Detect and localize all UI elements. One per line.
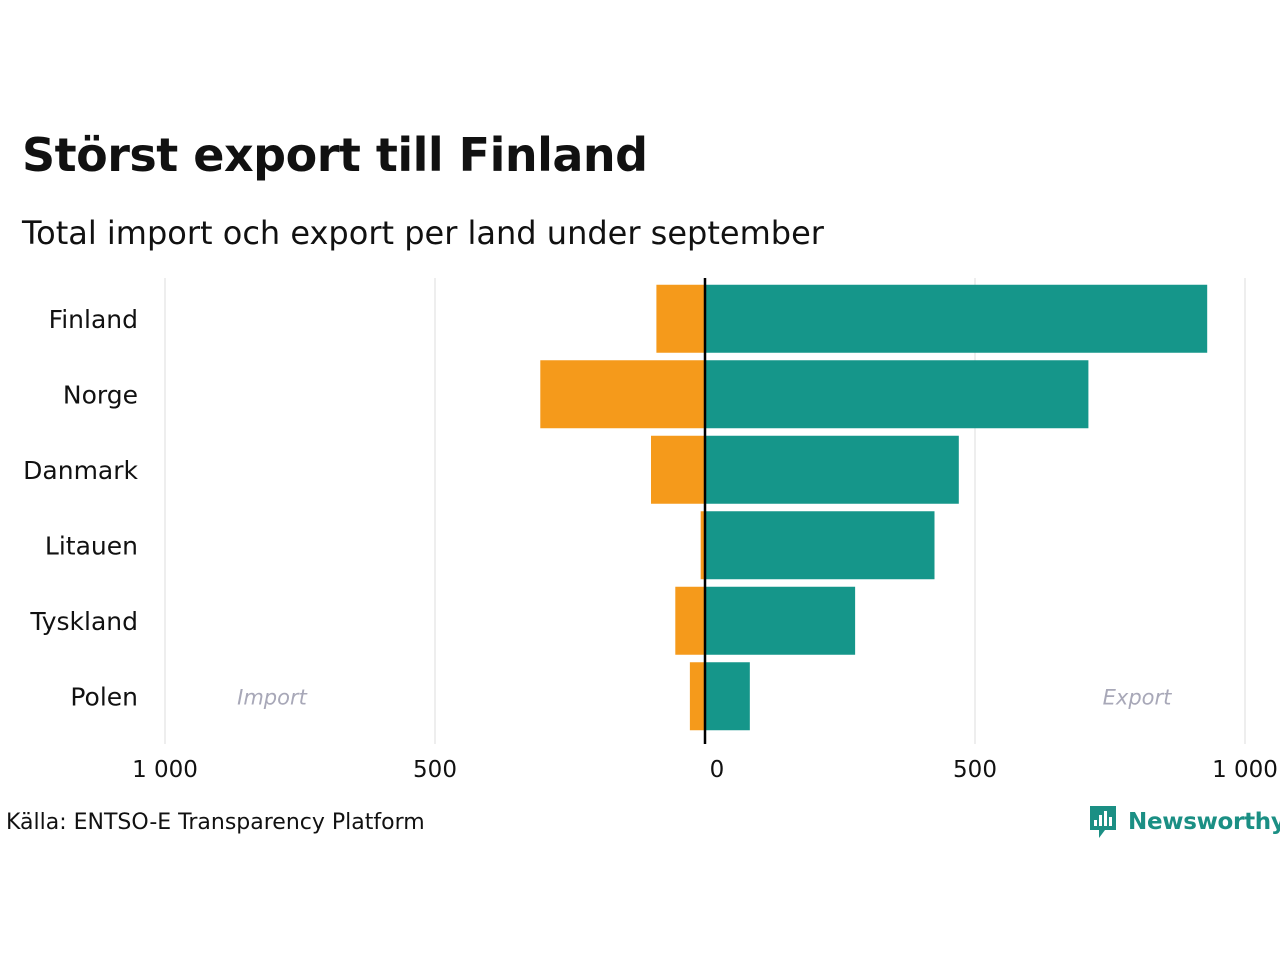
bar-export-norge [705,360,1089,429]
category-label-finland: Finland [49,305,138,334]
bars [540,284,1208,731]
bar-import-norge [540,360,705,429]
logo-text: Newsworthy [1128,809,1280,835]
bar-export-danmark [705,435,959,504]
x-tick-label-3: 500 [953,757,997,783]
bar-import-tyskland [675,586,705,655]
category-label-tyskland: Tyskland [29,607,138,636]
category-label-norge: Norge [63,380,138,409]
bar-export-polen [705,662,750,731]
x-tick-label-4: 1 000 [1212,757,1278,783]
category-label-danmark: Danmark [23,456,138,485]
bar-import-polen [689,662,705,731]
bar-export-tyskland [705,586,856,655]
chart-title: Störst export till Finland [22,128,648,182]
bar-export-finland [705,284,1208,353]
bar-export-litauen [705,511,935,580]
x-tick-label-2: 0 [710,757,725,783]
x-tick-label-0: 1 000 [132,757,198,783]
newsworthy-icon [1090,806,1116,838]
import-side-label: Import [237,685,307,709]
bar-import-litauen [700,511,705,580]
bar-import-finland [656,284,705,353]
category-label-polen: Polen [70,682,138,711]
gridlines [164,278,1246,744]
chart-subtitle: Total import och export per land under s… [22,214,824,252]
diverging-bar-chart: 1 000 500 0 500 1 000 Finland Norge Danmark Lita… [23,278,1278,783]
export-side-label: Export [1103,685,1173,709]
x-tick-label-1: 500 [413,757,457,783]
bar-import-danmark [651,435,705,504]
source-note: Källa: ENTSO-E Transparency Platform [6,810,425,835]
newsworthy-logo: Newsworthy [1088,804,1280,840]
category-label-litauen: Litauen [45,531,138,560]
labels: 1 000 500 0 500 1 000 Finland Norge Danmark Lita… [23,305,1278,783]
